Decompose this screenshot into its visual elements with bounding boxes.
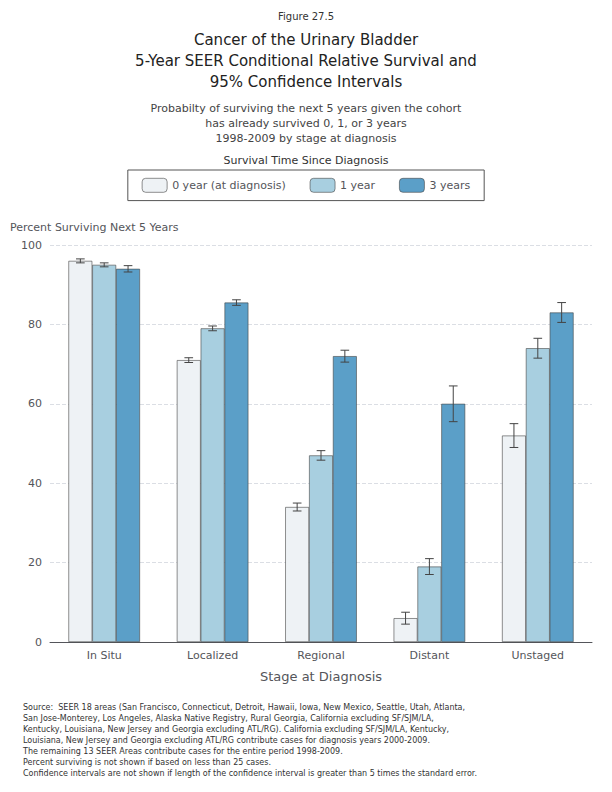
svg-text:Percent Surviving Next 5 Years: Percent Surviving Next 5 Years — [10, 221, 179, 234]
svg-text:Confidence intervals are not s: Confidence intervals are not shown if le… — [23, 769, 477, 778]
svg-text:0: 0 — [35, 636, 42, 649]
svg-text:3 years: 3 years — [429, 179, 470, 192]
svg-text:Probabilty of surviving the ne: Probabilty of surviving the next 5 years… — [151, 102, 463, 115]
svg-text:San Jose-Monterey, Los Angeles: San Jose-Monterey, Los Angeles, Alaska N… — [23, 714, 434, 723]
svg-text:80: 80 — [28, 318, 42, 331]
svg-text:Cancer of the Urinary Bladder: Cancer of the Urinary Bladder — [194, 31, 419, 49]
svg-text:In Situ: In Situ — [87, 649, 122, 662]
svg-text:Stage at Diagnosis: Stage at Diagnosis — [260, 669, 382, 684]
svg-text:0 year (at diagnosis): 0 year (at diagnosis) — [172, 179, 286, 192]
svg-text:1998-2009 by stage at diagnosi: 1998-2009 by stage at diagnosis — [215, 132, 396, 145]
svg-text:Regional: Regional — [297, 649, 344, 662]
svg-text:60: 60 — [28, 397, 42, 410]
svg-text:Distant: Distant — [410, 649, 450, 662]
svg-text:1 year: 1 year — [340, 179, 376, 192]
svg-text:Figure 27.5: Figure 27.5 — [278, 11, 334, 22]
svg-text:100: 100 — [21, 239, 42, 252]
svg-text:Louisiana, New Jersey and Geor: Louisiana, New Jersey and Georgia exclud… — [23, 736, 430, 745]
svg-text:40: 40 — [28, 477, 42, 490]
svg-text:95% Confidence Intervals: 95% Confidence Intervals — [210, 73, 403, 91]
svg-text:5-Year SEER Conditional Relati: 5-Year SEER Conditional Relative Surviva… — [135, 52, 477, 70]
svg-text:The remaining 13 SEER Areas co: The remaining 13 SEER Areas contribute c… — [22, 747, 343, 756]
svg-text:Survival Time Since Diagnosis: Survival Time Since Diagnosis — [223, 154, 388, 167]
svg-text:Unstaged: Unstaged — [512, 649, 565, 662]
svg-text:Localized: Localized — [187, 649, 238, 662]
svg-text:Kentucky, Louisiana, New Jerse: Kentucky, Louisiana, New Jersey and Geor… — [23, 725, 449, 734]
svg-text:has already survived 0, 1, or: has already survived 0, 1, or 3 years — [205, 117, 407, 130]
svg-text:Percent surviving is not shown: Percent surviving is not shown if based … — [23, 758, 271, 767]
svg-text:Source: SEER 18 areas (San Fr: Source: SEER 18 areas (San Francisco, Co… — [23, 703, 465, 712]
svg-text:20: 20 — [28, 556, 42, 569]
